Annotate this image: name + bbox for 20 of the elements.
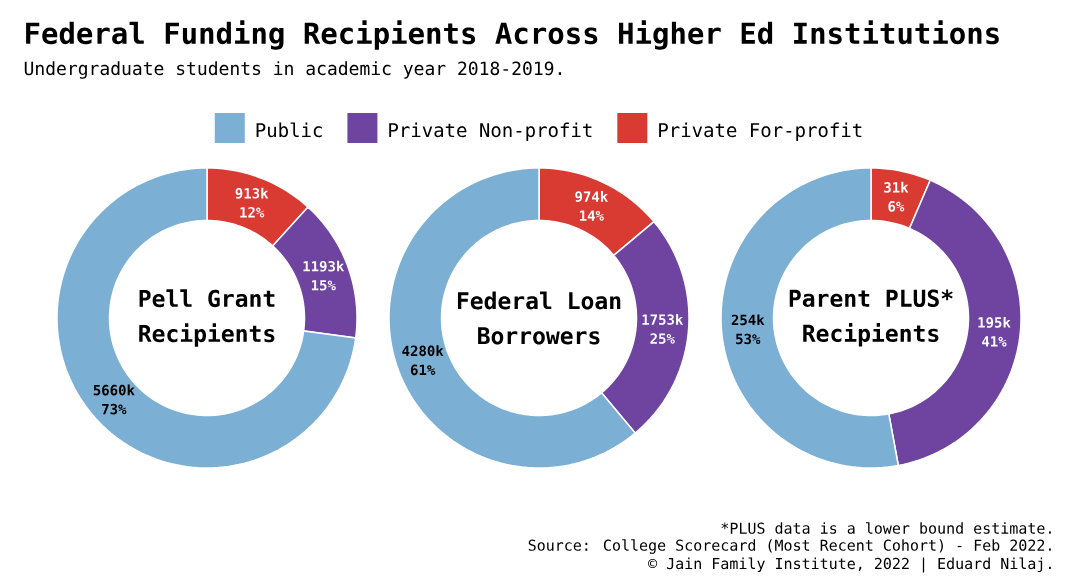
text: Federal Funding Recipients Across Higher Ed Institutions — [26, 20, 999, 50]
text: Parent PLUS* Recipients — [789, 289, 953, 347]
data-label: 5660k 73% — [93, 384, 135, 415]
text: Pell Grant Recipients — [139, 289, 275, 347]
source-note: Source: College Scorecard (Most Recent Cohort) - Feb 2022. — [528, 539, 1051, 554]
data-label: 195k 41% — [978, 316, 1011, 347]
data-label: 974k 14% — [575, 191, 608, 221]
data-label: 31k 6% — [884, 181, 909, 212]
data-label: 913k 12% — [235, 187, 269, 218]
legend-label: Public — [256, 122, 322, 138]
text: © Jain Family Institute, 2022 | Eduard Nilaj. — [648, 557, 1051, 573]
text: Undergraduate students in academic year 2018-2019. — [24, 61, 562, 79]
data-label: 254k 53% — [731, 314, 765, 345]
text: Federal Loan Borrowers — [457, 291, 621, 345]
legend-label: Private For-profit — [659, 122, 862, 141]
data-label: 1193k 15% — [303, 260, 345, 291]
data-label: 4280k 61% — [402, 345, 444, 376]
legend-label: Private Non-profit — [389, 122, 592, 141]
text: *PLUS data is a lower bound estimate. — [721, 522, 1051, 534]
data-label: 1753k 25% — [642, 314, 684, 344]
